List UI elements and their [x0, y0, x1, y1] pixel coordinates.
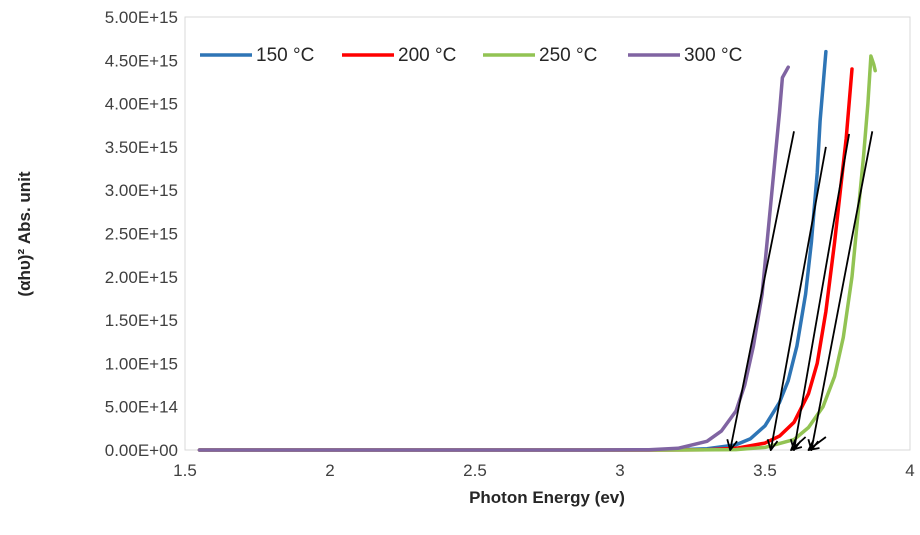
y-tick-label: 4.00E+15 [105, 95, 178, 114]
x-tick-label: 3.5 [753, 461, 777, 480]
y-tick-label: 1.50E+15 [105, 311, 178, 330]
series-line [197, 54, 877, 452]
x-tick-label: 1.5 [173, 461, 197, 480]
y-tick-label: 1.00E+15 [105, 354, 178, 373]
y-tick-label: 5.00E+15 [105, 8, 178, 27]
tangent-arrow [791, 436, 807, 450]
y-tick-label: 3.00E+15 [105, 181, 178, 200]
legend-label: 200 °C [398, 45, 456, 66]
x-tick-label: 2 [325, 461, 334, 480]
annotation-layer [730, 131, 874, 450]
y-tick-label: 5.00E+14 [105, 398, 178, 417]
y-tick-label: 4.50E+15 [105, 51, 178, 70]
legend-label: 150 °C [256, 45, 314, 66]
y-tick-label: 2.00E+15 [105, 268, 178, 287]
plot-area [184, 16, 911, 451]
y-axis-title: (αhυ)² Abs. unit [15, 171, 34, 296]
y-tick-label: 2.50E+15 [105, 225, 178, 244]
series-line [197, 65, 790, 452]
series-layer [197, 49, 877, 452]
axes-layer: 1.5 2 2.5 3 3.5 4 0.00E+00 5.00E+14 1.00E+15 1.50… [105, 8, 915, 480]
x-axis-title: Photon Energy (ev) [469, 488, 625, 507]
tangent-arrow [771, 146, 827, 450]
legend: 150 °C 200 °C 250 °C 300 °C [200, 45, 742, 66]
legend-label: 300 °C [684, 45, 742, 66]
tangent-arrow [730, 131, 795, 450]
legend-label: 250 °C [539, 45, 597, 66]
y-tick-label: 0.00E+00 [105, 441, 178, 460]
tangent-arrow [811, 131, 874, 450]
tangent-arrow [809, 436, 827, 450]
x-tick-label: 2.5 [463, 461, 487, 480]
x-tick-label: 3 [615, 461, 624, 480]
y-tick-label: 3.50E+15 [105, 138, 178, 157]
tangent-arrow [794, 133, 850, 450]
x-tick-label: 4 [905, 461, 914, 480]
